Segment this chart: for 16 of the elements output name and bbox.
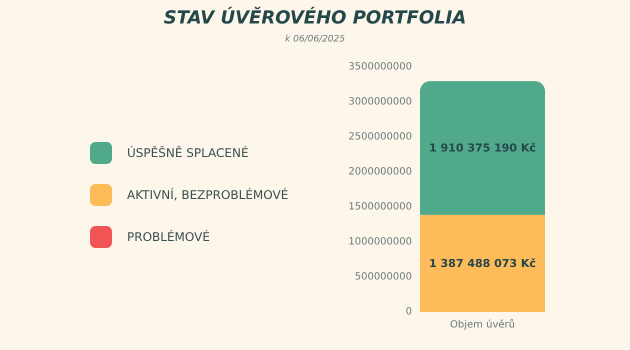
y-tick-label: 0 <box>406 306 412 318</box>
y-tick-label: 2000000000 <box>348 166 412 178</box>
text: k 06/06/2025 <box>285 34 346 44</box>
legend-label: AKTIVNÍ, BEZPROBLÉMOVÉ <box>127 187 288 202</box>
x-tick-label: Objem úvěrů <box>450 318 515 330</box>
y-tick-label: 3500000000 <box>348 62 412 72</box>
y-tick-label: 500000000 <box>354 272 412 282</box>
data-label: 1 910 375 190 Kč <box>429 142 536 155</box>
y-tick-label: 1500000000 <box>348 202 412 212</box>
y-tick-label: 3000000000 <box>348 96 412 108</box>
data-label: 1 387 488 073 Kč <box>429 256 536 270</box>
chart-title: STAV ÚVĚROVÉHO PORTFOLIA <box>164 6 466 28</box>
y-tick-label: 2500000000 <box>348 132 412 142</box>
legend-label: ÚSPĚŠNĚ SPLACENÉ <box>127 145 249 160</box>
legend-label: PROBLÉMOVÉ <box>127 229 210 244</box>
y-tick-label: 1000000000 <box>348 236 412 248</box>
